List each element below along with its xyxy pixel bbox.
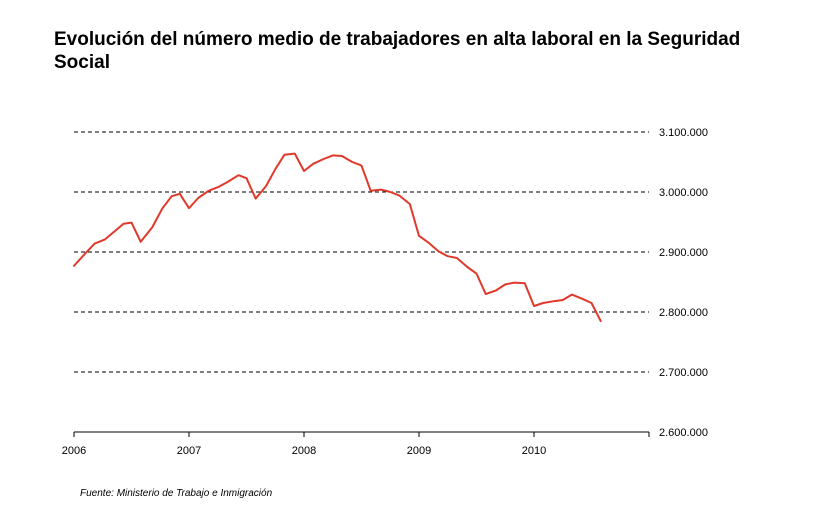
y-tick-label: 3.100.000 <box>659 127 708 139</box>
x-tick-label: 2009 <box>407 445 431 457</box>
x-tick-label: 2006 <box>62 445 86 457</box>
chart-title: Evolución del número medio de trabajador… <box>54 29 741 73</box>
source-note: Fuente: Ministerio de Trabajo e Inmigrac… <box>80 488 273 499</box>
x-tick-label: 2008 <box>292 445 316 457</box>
y-tick-label: 2.700.000 <box>659 367 708 379</box>
y-tick-label: 2.900.000 <box>659 247 708 259</box>
x-tick-label: 2007 <box>177 445 201 457</box>
y-tick-label: 2.800.000 <box>659 307 708 319</box>
y-tick-label: 2.600.000 <box>659 427 708 439</box>
axis-layer <box>73 431 650 437</box>
x-tick-labels: 2006 2007 2008 2009 2010 <box>62 445 546 457</box>
series-line <box>73 152 602 322</box>
y-tick-label: 3.000.000 <box>659 187 708 199</box>
grid-layer <box>74 131 649 373</box>
y-tick-labels: 2.600.000 2.700.000 2.800.000 2.900.000 3.00… <box>659 127 708 439</box>
series-layer <box>73 152 602 322</box>
x-tick-label: 2010 <box>522 445 546 457</box>
